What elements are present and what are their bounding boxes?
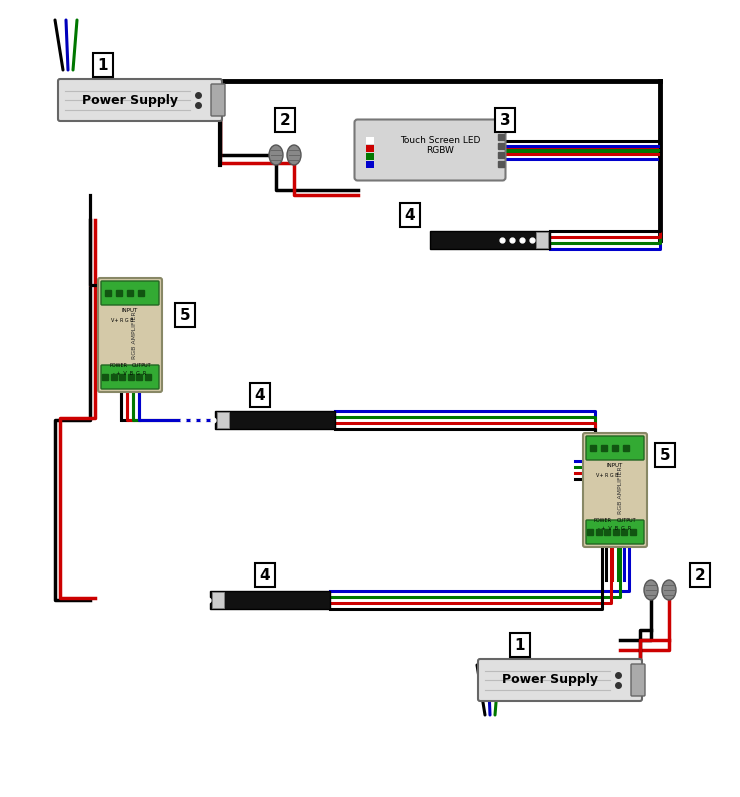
Bar [430, 231, 550, 249]
Text: Touch Screen LED: Touch Screen LED [400, 135, 480, 144]
Text: RGB AMPLIFIER: RGB AMPLIFIER [617, 466, 622, 514]
Ellipse shape [269, 145, 283, 165]
FancyBboxPatch shape [211, 84, 225, 116]
Bar [536, 232, 548, 248]
FancyBboxPatch shape [101, 365, 159, 389]
FancyBboxPatch shape [478, 659, 642, 701]
Ellipse shape [644, 580, 658, 600]
Text: 4: 4 [405, 207, 415, 222]
Ellipse shape [287, 145, 301, 165]
Text: INPUT: INPUT [122, 308, 138, 312]
Text: 5: 5 [180, 308, 190, 323]
FancyBboxPatch shape [583, 433, 647, 547]
Text: OUTPUT: OUTPUT [132, 363, 152, 367]
Ellipse shape [662, 580, 676, 600]
FancyBboxPatch shape [101, 281, 159, 305]
Text: 4: 4 [260, 567, 270, 583]
Bar [366, 137, 374, 144]
FancyBboxPatch shape [354, 120, 505, 180]
FancyBboxPatch shape [98, 278, 162, 392]
FancyBboxPatch shape [631, 664, 645, 696]
Text: V+ R G B: V+ R G B [596, 473, 618, 477]
Bar [366, 153, 374, 160]
Text: POWER: POWER [594, 517, 612, 523]
Bar [366, 145, 374, 152]
Text: 1: 1 [515, 638, 525, 653]
Text: RGB AMPLIFIER: RGB AMPLIFIER [132, 311, 138, 359]
Text: 2: 2 [280, 112, 290, 128]
Text: 4: 4 [255, 387, 266, 402]
FancyBboxPatch shape [586, 520, 644, 544]
Bar [210, 591, 330, 609]
Bar [212, 592, 224, 608]
Bar [217, 412, 229, 428]
Text: 1: 1 [98, 57, 108, 73]
Text: INPUT: INPUT [607, 462, 623, 468]
Text: - +  V  B  G  R: - + V B G R [599, 525, 632, 531]
FancyBboxPatch shape [58, 79, 222, 121]
FancyBboxPatch shape [586, 436, 644, 460]
Text: POWER: POWER [109, 363, 127, 367]
Text: 3: 3 [500, 112, 511, 128]
Text: OUTPUT: OUTPUT [617, 517, 637, 523]
Text: 2: 2 [695, 567, 705, 583]
Bar [215, 411, 335, 429]
Text: RGBW: RGBW [426, 146, 454, 155]
Text: Power Supply: Power Supply [82, 93, 178, 107]
Text: 5: 5 [659, 447, 670, 462]
Text: - +  V  B  G  R: - + V B G R [113, 371, 147, 375]
Bar [366, 161, 374, 168]
Text: V+ R G B: V+ R G B [111, 317, 133, 323]
Text: Power Supply: Power Supply [502, 673, 598, 686]
